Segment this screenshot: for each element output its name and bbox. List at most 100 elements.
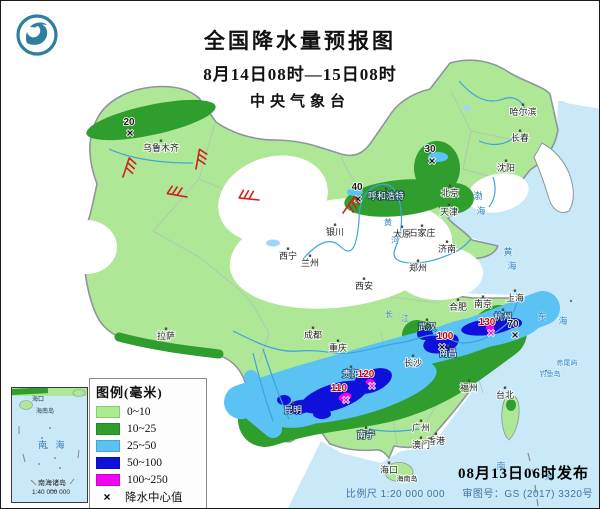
wind-barb-icon: [342, 195, 360, 214]
legend-row: 25~50: [96, 437, 200, 454]
city-dot: [446, 344, 450, 347]
city-label: 福州: [460, 382, 478, 393]
city-label: 南宁: [357, 429, 375, 440]
city-dot: [311, 326, 315, 329]
agency-name: 中央气象台: [249, 94, 350, 110]
taiwan-rain-region: [506, 399, 516, 411]
precip-center-cross-icon: ×: [511, 328, 518, 342]
city-dot: [400, 225, 404, 228]
city-label: 郑州: [409, 262, 427, 273]
sea-area: [287, 101, 599, 508]
city-dot: [336, 339, 340, 342]
city-dot: [420, 224, 424, 227]
city-dot: [518, 129, 522, 132]
city-label: 济南: [438, 243, 456, 254]
city-dot: [419, 419, 423, 422]
legend-center-label: 降水中心值: [125, 491, 183, 504]
wind-barb-icon: [238, 189, 260, 201]
precip-center-icon: ×: [103, 489, 111, 504]
city-label: 拉萨: [157, 330, 175, 341]
city-dot: [481, 295, 485, 298]
city-label: 长春: [511, 132, 529, 143]
city-label: 西宁: [279, 250, 297, 261]
precip-center-value: 110: [331, 383, 348, 394]
city-dot: [445, 240, 449, 243]
cma-logo-icon: [16, 14, 58, 56]
city-dot: [384, 187, 388, 190]
city-label: 兰州: [301, 257, 319, 268]
city-dot: [456, 298, 460, 301]
inset-scale-label: 1:40 000 000: [32, 489, 70, 496]
rain-50-100-regions: [277, 318, 522, 419]
legend-range-label: 0~10: [127, 405, 151, 418]
city-dot: [503, 386, 507, 389]
city-dot: [521, 103, 525, 106]
city-dot: [467, 379, 471, 382]
precip-center-value: 120: [358, 369, 375, 380]
legend-row: 50~100: [96, 454, 200, 471]
hulun-lake: [463, 105, 471, 111]
city-label: 杭州: [494, 311, 512, 322]
legend-range-label: 100~250: [127, 473, 168, 486]
city-label: 长沙: [404, 357, 422, 368]
precip-center-cross-icon: ×: [438, 340, 445, 354]
city-dot: [419, 436, 423, 439]
qinghai-lake: [266, 239, 280, 247]
publish-time: 08月13日06时发布: [457, 466, 589, 482]
city-dot: [362, 277, 366, 280]
nine-dash-line: [18, 426, 80, 492]
city-dot: [416, 259, 420, 262]
map-approval-number: 审图号：GS (2017) 3320号: [462, 489, 593, 500]
inset-islands: [38, 427, 61, 469]
city-dot: [501, 308, 505, 311]
sea-label: 赤尾屿: [557, 358, 578, 367]
city-label: 上海: [506, 292, 524, 303]
hainan-island: [384, 462, 414, 482]
precip-center-value: 130: [479, 317, 496, 328]
south-china-sea-inset: 海口 海南岛 南 海 南海诸岛 1:40 000 000: [11, 387, 88, 503]
river-label: 河: [391, 235, 399, 245]
city-label: 台北: [496, 389, 514, 400]
legend-row: 10~25: [96, 420, 200, 437]
river-label: 江: [401, 314, 409, 323]
city-dot: [333, 223, 337, 226]
city-label: 石家庄: [408, 227, 435, 238]
precip-center-value: 30: [424, 144, 436, 155]
precip-center-cross-icon: ×: [354, 192, 361, 206]
legend-swatch: [96, 439, 120, 452]
city-label: 广州: [412, 422, 430, 433]
inset-island-label: 海南岛: [36, 409, 55, 415]
precip-center-value: 100: [437, 331, 454, 342]
city-dot: [434, 432, 438, 435]
map-scale: 比例尺 1:20 000 000: [345, 489, 446, 500]
no-rain-regions: [55, 155, 529, 309]
legend-range-label: 25~50: [127, 439, 157, 452]
city-dot: [308, 254, 312, 257]
precip-center-cross-icon: ×: [342, 393, 349, 407]
wind-barb-icon: [166, 185, 188, 198]
valid-period: 8月14日08时—15日08时: [203, 65, 397, 84]
legend-title: 图例(毫米): [96, 385, 163, 400]
inset-islands-label: 南海诸岛: [38, 480, 66, 487]
city-dot: [513, 289, 517, 292]
page-title: 全国降水量预报图: [204, 29, 396, 53]
city-label: 昆明: [284, 405, 302, 415]
legend-swatch: [96, 473, 120, 486]
precip-center-cross-icon: ×: [428, 154, 435, 168]
precip-center-cross-icon: ×: [126, 126, 133, 140]
city-label: 重庆: [329, 342, 347, 353]
title-block: 全国降水量预报图 8月14日08时—15日08时 中央气象台: [1, 25, 599, 111]
city-label: 成都: [304, 329, 322, 340]
city-label: 海口: [380, 464, 398, 475]
sea-label: 海: [544, 471, 553, 482]
city-label: 贵阳: [342, 368, 360, 379]
city-label: 银川: [326, 226, 344, 237]
city-label: 西安: [355, 280, 373, 291]
city-label: 南昌: [439, 347, 457, 358]
city-label: 香港: [427, 435, 445, 446]
city-dot: [411, 354, 415, 357]
sea-label: 海: [558, 315, 567, 326]
legend-range-label: 10~25: [127, 422, 157, 435]
wind-barb-icon: [122, 157, 137, 178]
